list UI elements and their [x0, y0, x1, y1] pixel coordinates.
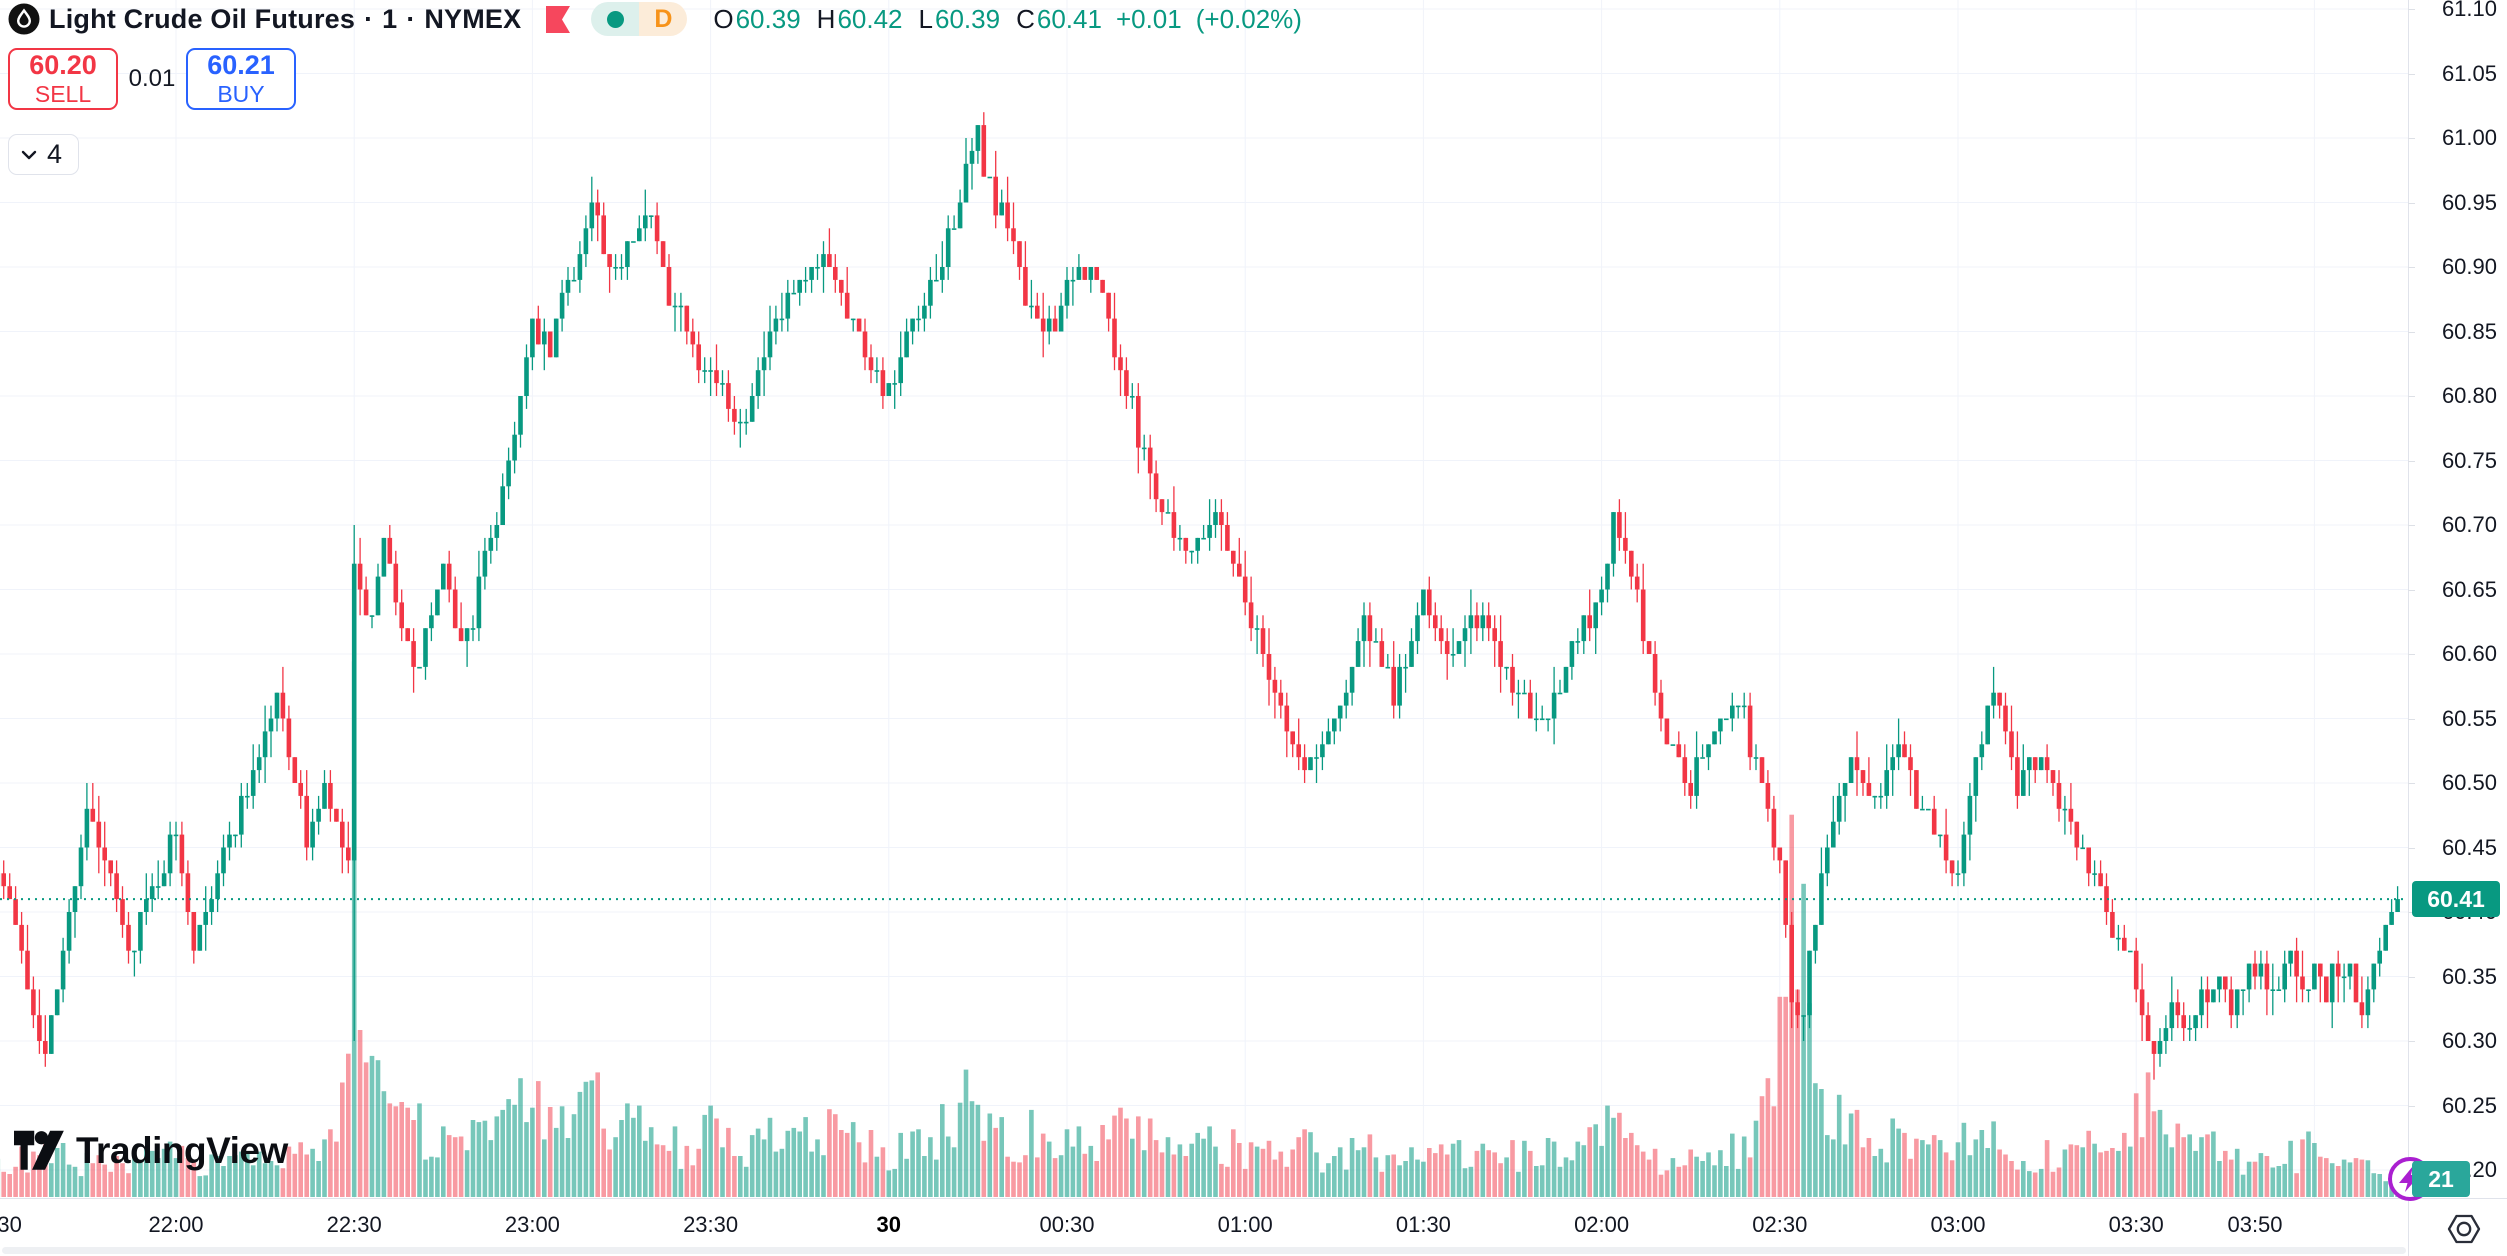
price-axis-label: 60.90: [2441, 254, 2497, 279]
price-axis-label: 60.45: [2441, 834, 2497, 860]
price-axis-label: 60.75: [2441, 447, 2497, 473]
price-axis-tick: [2408, 202, 2415, 204]
trade-panel: 60.20 SELL 0.01 60.21 BUY: [8, 48, 296, 110]
high-value: 60.42: [837, 3, 903, 34]
open-label: O: [713, 3, 734, 34]
time-axis-label: 22:00: [148, 1212, 204, 1237]
symbol-header: Light Crude Oil Futures · 1 · NYMEX D O …: [8, 2, 1302, 36]
time-axis-label: 22:30: [326, 1212, 382, 1237]
instrument-logo-oil-icon: [8, 3, 40, 35]
time-axis-label: 00:30: [1039, 1212, 1095, 1237]
price-axis-label: 60.50: [2441, 770, 2497, 795]
price-axis-label: 60.60: [2441, 641, 2497, 666]
separator-dot: ·: [406, 3, 416, 34]
market-status-pill[interactable]: D: [591, 2, 688, 36]
time-axis-label: 23:00: [504, 1212, 560, 1237]
time-axis-label: 30: [0, 1212, 22, 1237]
price-axis-label: 60.65: [2441, 576, 2497, 602]
time-axis-date-label: 30: [876, 1212, 902, 1237]
low-label: L: [918, 3, 933, 34]
current-price-badge: 60.41: [2412, 881, 2500, 918]
price-axis-label: 60.95: [2441, 189, 2497, 215]
symbol-interval[interactable]: 1: [382, 3, 398, 34]
chevron-down-icon: [21, 150, 37, 159]
buy-label: BUY: [217, 80, 265, 107]
price-axis-tick: [2408, 525, 2415, 526]
low-value: 60.39: [935, 3, 1001, 34]
tradingview-logo-icon: [14, 1130, 64, 1170]
separator-dot: ·: [364, 3, 374, 34]
price-axis-tick: [2408, 654, 2415, 655]
time-axis-label: 03:30: [2108, 1212, 2164, 1237]
price-axis-separator[interactable]: [2408, 0, 2409, 1256]
change-value: +0.01: [1115, 3, 1182, 34]
price-axis-label: 61.00: [2441, 125, 2497, 150]
close-value: 60.41: [1036, 3, 1102, 34]
price-axis-tick: [2408, 1041, 2415, 1042]
price-axis-tick: [2408, 460, 2415, 462]
high-label: H: [816, 3, 836, 34]
price-axis-tick: [2408, 847, 2415, 849]
horizontal-scrollbar[interactable]: [2, 1247, 2406, 1254]
spread-value: 0.01: [128, 65, 176, 92]
flag-icon[interactable]: [543, 5, 573, 34]
time-axis-label: 03:50: [2227, 1212, 2283, 1237]
price-axis-label: 60.80: [2441, 383, 2497, 408]
bar-count-dropdown[interactable]: 4: [8, 134, 80, 175]
buy-price: 60.21: [207, 50, 275, 80]
time-axis-label: 03:00: [1930, 1212, 1986, 1237]
price-axis-tick: [2408, 718, 2415, 720]
sell-price: 60.20: [29, 50, 97, 80]
price-axis-tick: [2408, 783, 2415, 784]
price-axis-label: 60.55: [2441, 705, 2497, 731]
price-axis-label: 61.05: [2441, 60, 2497, 86]
price-axis-label: 60.85: [2441, 318, 2497, 344]
price-axis-tick: [2408, 267, 2415, 268]
buy-button[interactable]: 60.21 BUY: [186, 48, 296, 110]
ohlc-readout: O 60.39 H 60.42 L 60.39 C 60.41 +0.01 (+…: [713, 4, 1302, 35]
time-axis-label: 23:30: [683, 1212, 739, 1237]
price-axis-label: 60.70: [2441, 512, 2497, 537]
bar-count-value: 4: [47, 139, 63, 169]
tradingview-logo-text: TradingView: [76, 1130, 288, 1171]
sell-label: SELL: [34, 80, 92, 107]
symbol-exchange[interactable]: NYMEX: [424, 3, 522, 34]
price-axis-tick: [2408, 396, 2415, 397]
change-percent: (+0.02%): [1195, 3, 1302, 34]
open-value: 60.39: [735, 3, 801, 34]
sell-button[interactable]: 60.20 SELL: [8, 48, 118, 110]
price-axis-tick: [2408, 331, 2415, 333]
time-axis-label: 02:00: [1574, 1212, 1630, 1237]
time-axis-label: 02:30: [1752, 1212, 1808, 1237]
time-axis-label: 01:00: [1217, 1212, 1273, 1237]
time-axis-separator[interactable]: [0, 1198, 2507, 1199]
price-axis-label: 60.25: [2441, 1092, 2497, 1118]
price-axis-tick: [2408, 589, 2415, 591]
price-axis-tick: [2408, 1105, 2415, 1107]
market-open-dot-icon[interactable]: [591, 2, 640, 36]
price-axis-tick: [2408, 138, 2415, 139]
price-axis-label: 61.10: [2441, 0, 2497, 21]
price-axis-tick: [2408, 9, 2415, 10]
price-axis-label: 60.30: [2441, 1028, 2497, 1053]
price-axis-tick: [2408, 912, 2415, 913]
price-axis-tick: [2408, 73, 2415, 75]
time-axis-label: 01:30: [1395, 1212, 1451, 1237]
symbol-name[interactable]: Light Crude Oil Futures: [49, 3, 356, 34]
axis-settings-icon[interactable]: [2446, 1211, 2482, 1247]
close-label: C: [1016, 3, 1035, 34]
tradingview-watermark: TradingView: [14, 1130, 288, 1172]
price-axis-tick: [2408, 976, 2415, 978]
current-volume-badge: 21: [2412, 1161, 2470, 1197]
day-interval-badge[interactable]: D: [639, 2, 688, 36]
price-axis-label: 60.35: [2441, 963, 2497, 989]
